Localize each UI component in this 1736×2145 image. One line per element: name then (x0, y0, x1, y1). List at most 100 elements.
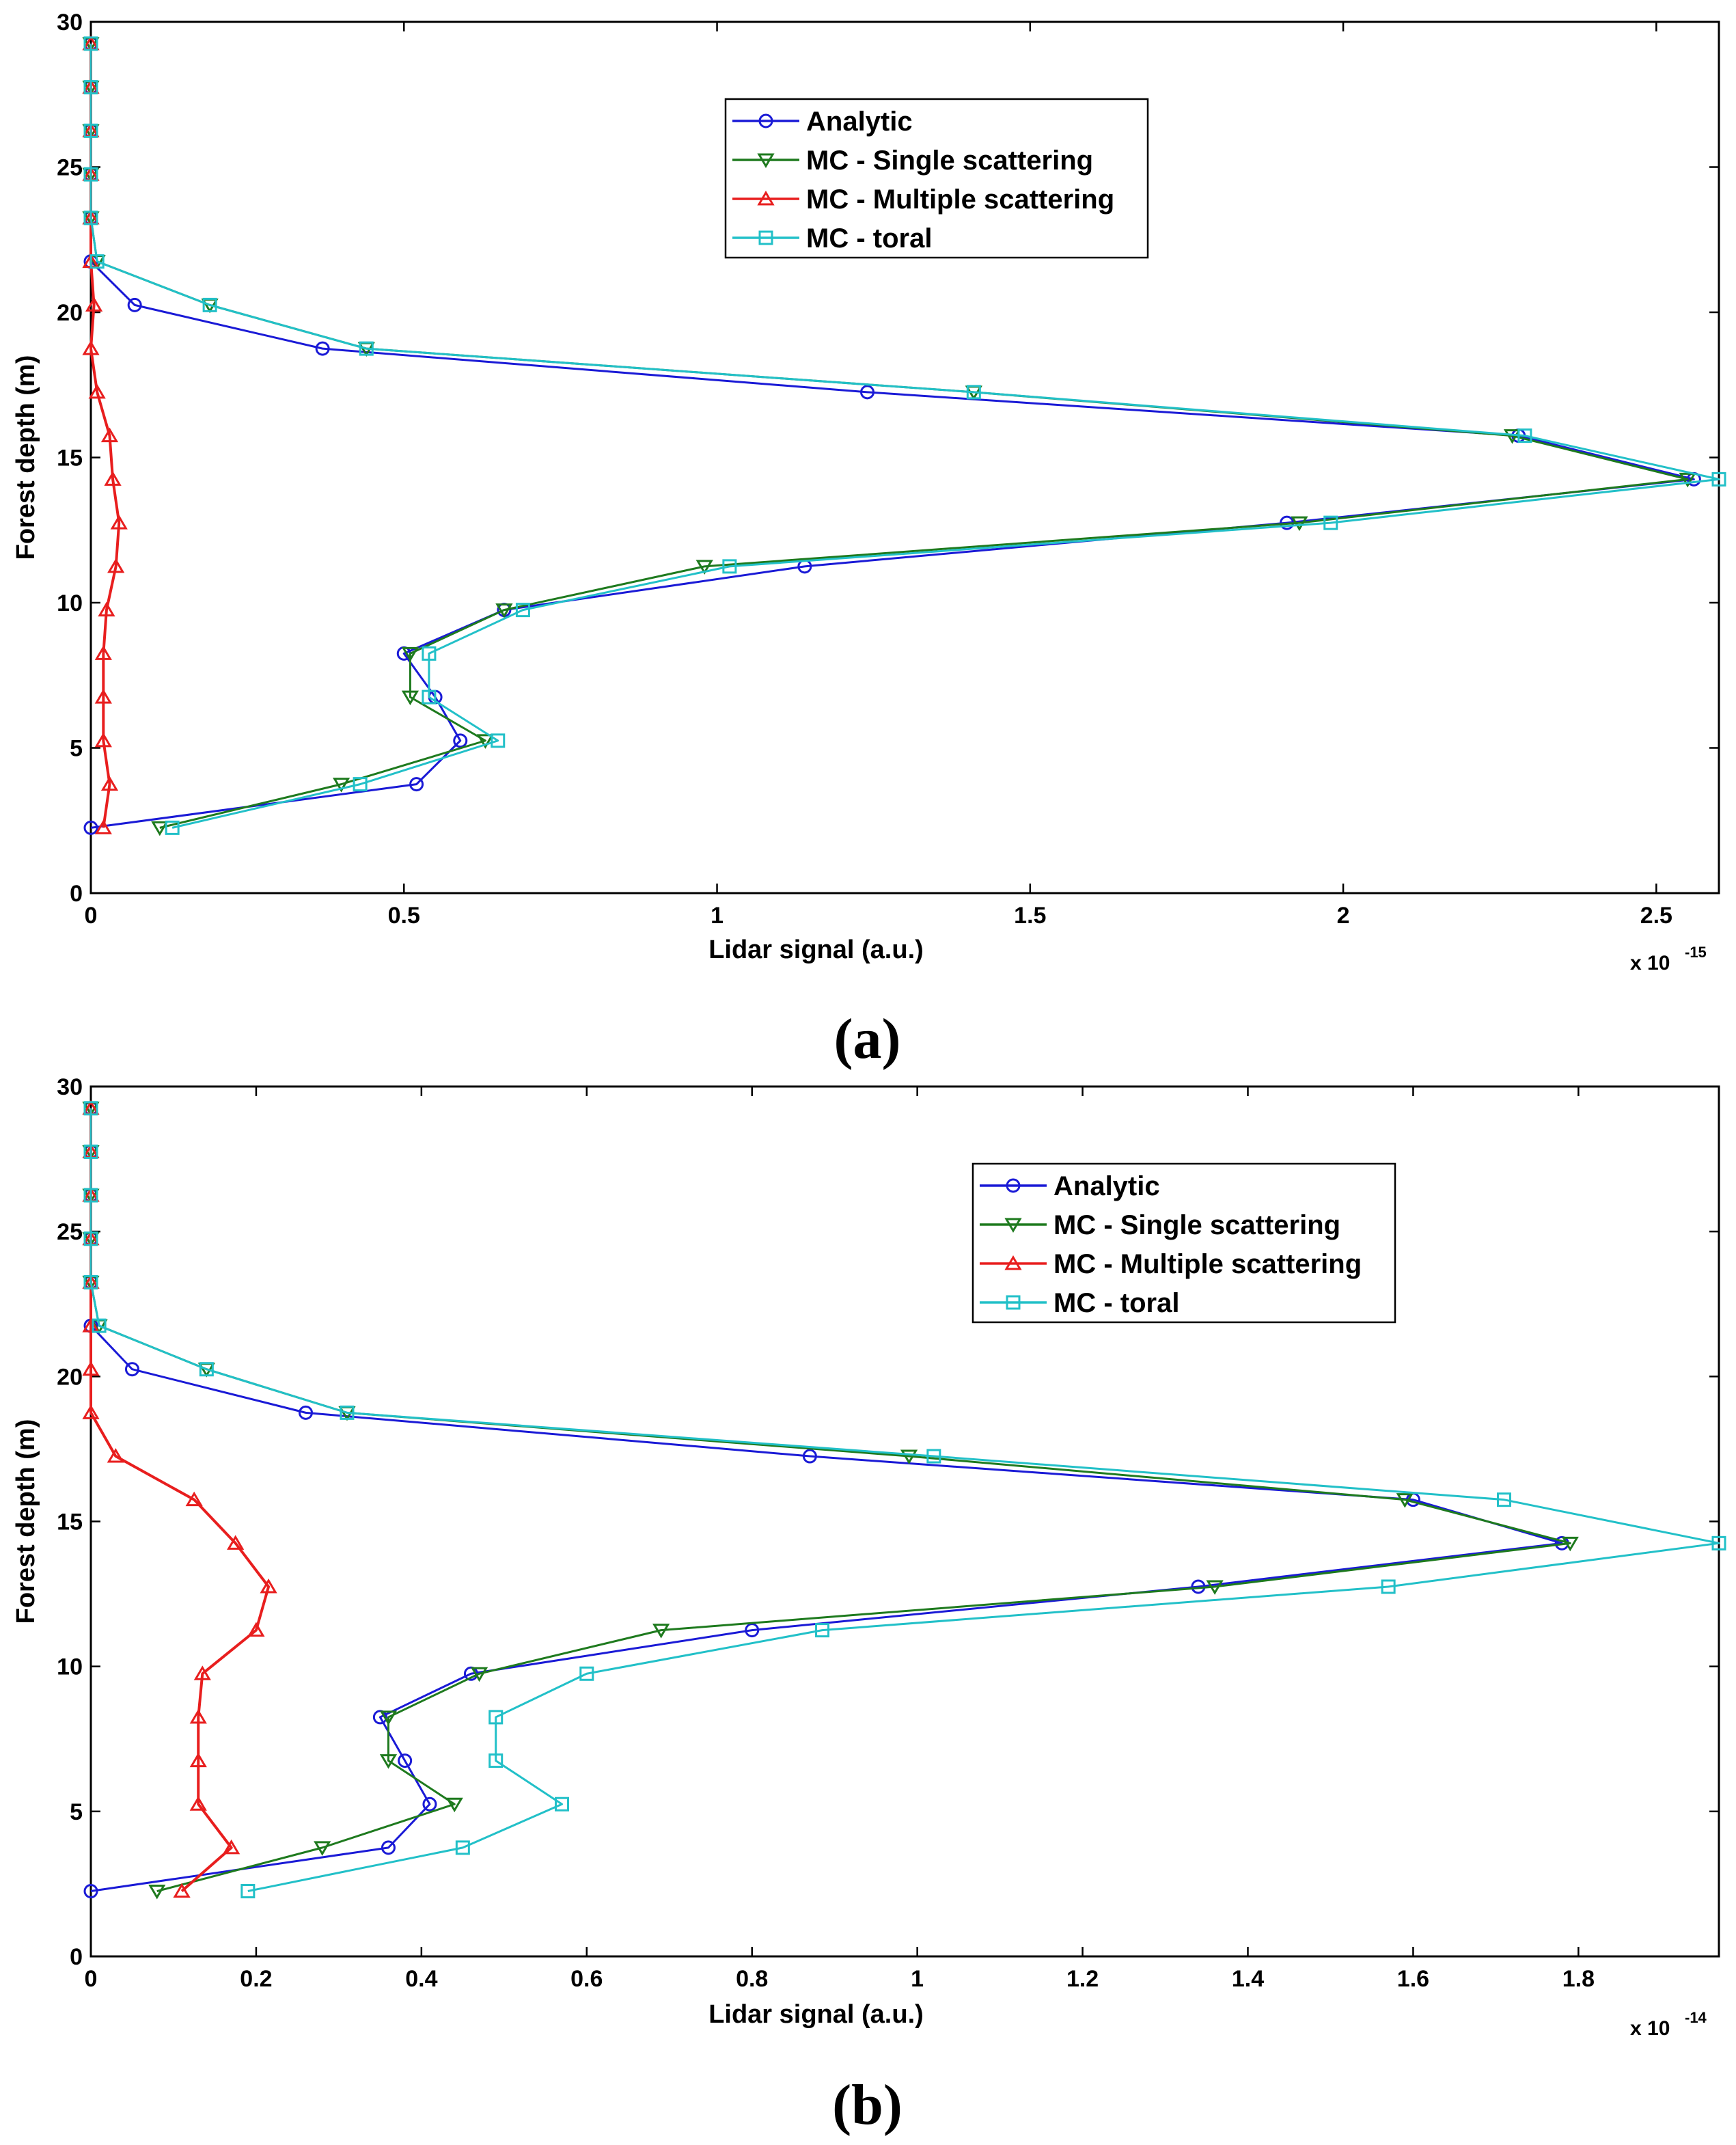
x-tick-label: 0.8 (736, 1966, 768, 1992)
data-point (1381, 1579, 1396, 1594)
data-point (1679, 472, 1696, 488)
y-tick-label: 30 (57, 10, 83, 36)
y-tick-label: 25 (57, 155, 83, 181)
data-point (94, 819, 112, 834)
y-tick-label: 20 (57, 1364, 83, 1390)
data-point (802, 1449, 817, 1464)
data-point (92, 1318, 107, 1333)
legend-swatch-marker (757, 153, 775, 168)
data-point (495, 603, 513, 618)
data-point (107, 558, 125, 573)
legend-box (972, 1162, 1396, 1324)
x-tick-label: 1.6 (1397, 1966, 1429, 1992)
y-tick-label: 5 (70, 1799, 83, 1825)
data-point (202, 297, 217, 312)
data-point (151, 821, 169, 836)
data-point (1711, 1535, 1726, 1550)
data-point (1503, 429, 1521, 444)
data-point (189, 1752, 207, 1768)
x-tick-label: 0.5 (388, 903, 420, 929)
data-point (422, 689, 437, 705)
legend-entry-label: MC - Single scattering (1053, 1210, 1340, 1240)
data-point (379, 1754, 398, 1769)
x-tick-label: 1.2 (1066, 1966, 1099, 1992)
data-point (89, 254, 105, 269)
data-point (340, 1405, 355, 1420)
data-point (83, 1144, 98, 1159)
data-point (82, 1404, 100, 1419)
data-point (314, 1841, 331, 1856)
series-mc-toral (83, 1101, 1726, 1899)
data-point (422, 646, 437, 661)
y-axis-label: Forest depth (m) (12, 1419, 40, 1624)
y-tick-label: 15 (57, 1509, 83, 1535)
data-point (379, 1710, 398, 1725)
x-tick-label: 0.4 (405, 1966, 437, 1992)
data-point (83, 210, 98, 226)
data-point (82, 340, 100, 355)
data-point (476, 734, 495, 749)
data-point (199, 1362, 214, 1377)
data-point (107, 1448, 124, 1463)
data-point (453, 733, 468, 748)
data-point (401, 646, 419, 662)
data-point (165, 820, 180, 835)
data-point (260, 1579, 277, 1594)
legend-swatch-marker (1004, 1218, 1022, 1233)
y-tick-label: 25 (57, 1219, 83, 1245)
x-tick-label: 0 (85, 1966, 98, 1992)
data-point (94, 645, 112, 660)
data-point (491, 733, 506, 748)
data-point (353, 777, 368, 792)
data-point (124, 1362, 139, 1377)
data-point (1517, 428, 1532, 443)
data-point (82, 1361, 100, 1376)
data-point (193, 1665, 211, 1680)
data-point (860, 385, 875, 400)
data-point (515, 603, 530, 618)
data-point (83, 123, 98, 138)
data-point (100, 776, 119, 791)
series-line (89, 1108, 1720, 1892)
data-point (488, 1753, 504, 1768)
legend: Analytic MC - Single scattering MC - Multi… (724, 98, 1149, 259)
data-point (381, 1840, 396, 1855)
x-tick-label: 1 (911, 1966, 924, 1992)
x-tick-label: 1.5 (1014, 903, 1046, 929)
x-axis-label: Lidar signal (a.u.) (708, 2000, 924, 2029)
legend-entry-label: Analytic (1053, 1171, 1160, 1201)
data-point (223, 1839, 240, 1855)
data-point (94, 732, 112, 748)
y-tick-label: 20 (57, 300, 83, 326)
data-point (247, 1622, 265, 1637)
data-point (189, 1796, 207, 1811)
y-axis-label: Forest depth (m) (12, 355, 40, 560)
data-point (148, 1885, 166, 1900)
plot-area (89, 1085, 1720, 1958)
data-point (83, 80, 98, 95)
legend-entry-label: MC - Multiple scattering (806, 185, 1114, 215)
data-point (104, 471, 122, 486)
data-point (315, 341, 330, 356)
data-point (455, 1840, 470, 1855)
data-point (422, 1796, 437, 1812)
x-tick-label: 2.5 (1640, 903, 1672, 929)
data-point (1711, 472, 1726, 487)
legend: Analytic MC - Single scattering MC - Multi… (972, 1162, 1396, 1324)
legend-swatch-marker (1006, 1295, 1021, 1310)
data-point (401, 690, 419, 706)
x-tick-label: 0 (85, 903, 98, 929)
legend-entry-label: MC - Multiple scattering (1053, 1249, 1362, 1279)
data-point (83, 1884, 98, 1899)
data-point (579, 1666, 594, 1681)
panel-a: 0 0.5 1 1.5 2 2.5 0 5 10 15 20 25 30 Lidar signal (a.… (12, 10, 1726, 1071)
data-point (83, 36, 98, 51)
x-multiplier: x 10 (1630, 952, 1670, 974)
data-point (83, 820, 98, 835)
data-point (94, 689, 112, 704)
data-point (359, 341, 374, 356)
data-point (83, 167, 98, 182)
panel-b: 0 0.2 0.4 0.6 0.8 1 1.2 1.4 1.6 1.8 0 5 10 15 20 25 30 Li… (12, 1074, 1726, 2137)
legend-entry-label: MC - Single scattering (806, 146, 1093, 176)
